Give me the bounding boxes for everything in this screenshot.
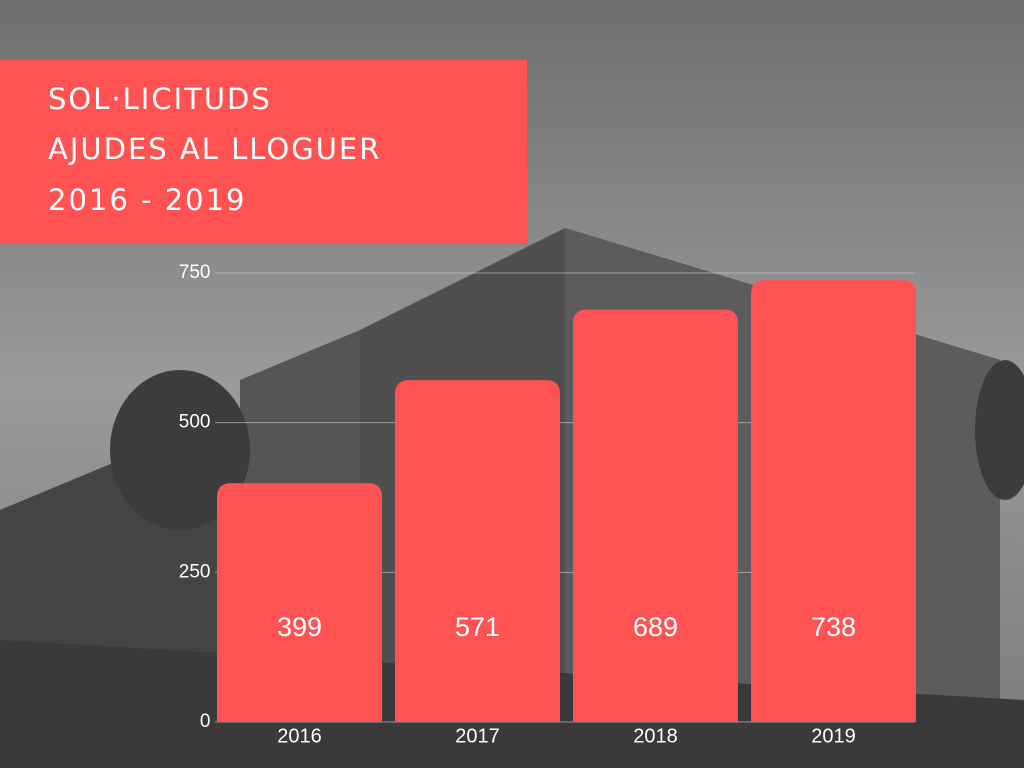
x-tick-label: 2019 — [811, 725, 856, 747]
chart-title: SOL·LICITUDS — [48, 82, 272, 116]
y-tick-label: 750 — [179, 262, 211, 283]
bar — [394, 380, 561, 722]
x-tick-label: 2017 — [455, 725, 500, 747]
y-tick-label: 500 — [179, 412, 211, 433]
value-label: 399 — [277, 612, 322, 642]
value-label: 738 — [811, 612, 856, 642]
x-tick-label: 2016 — [277, 725, 322, 747]
y-tick-label: 250 — [179, 561, 211, 582]
title-box — [0, 60, 527, 244]
bar — [572, 309, 739, 722]
chart-title: 2016 - 2019 — [48, 183, 247, 217]
chart-title: AJUDES AL LLOGUER — [48, 132, 381, 166]
value-label: 571 — [455, 612, 500, 642]
bar — [216, 483, 383, 722]
y-tick-label: 0 — [200, 711, 211, 732]
value-label: 689 — [633, 612, 678, 642]
bar — [750, 280, 917, 722]
x-tick-label: 2018 — [633, 725, 678, 747]
